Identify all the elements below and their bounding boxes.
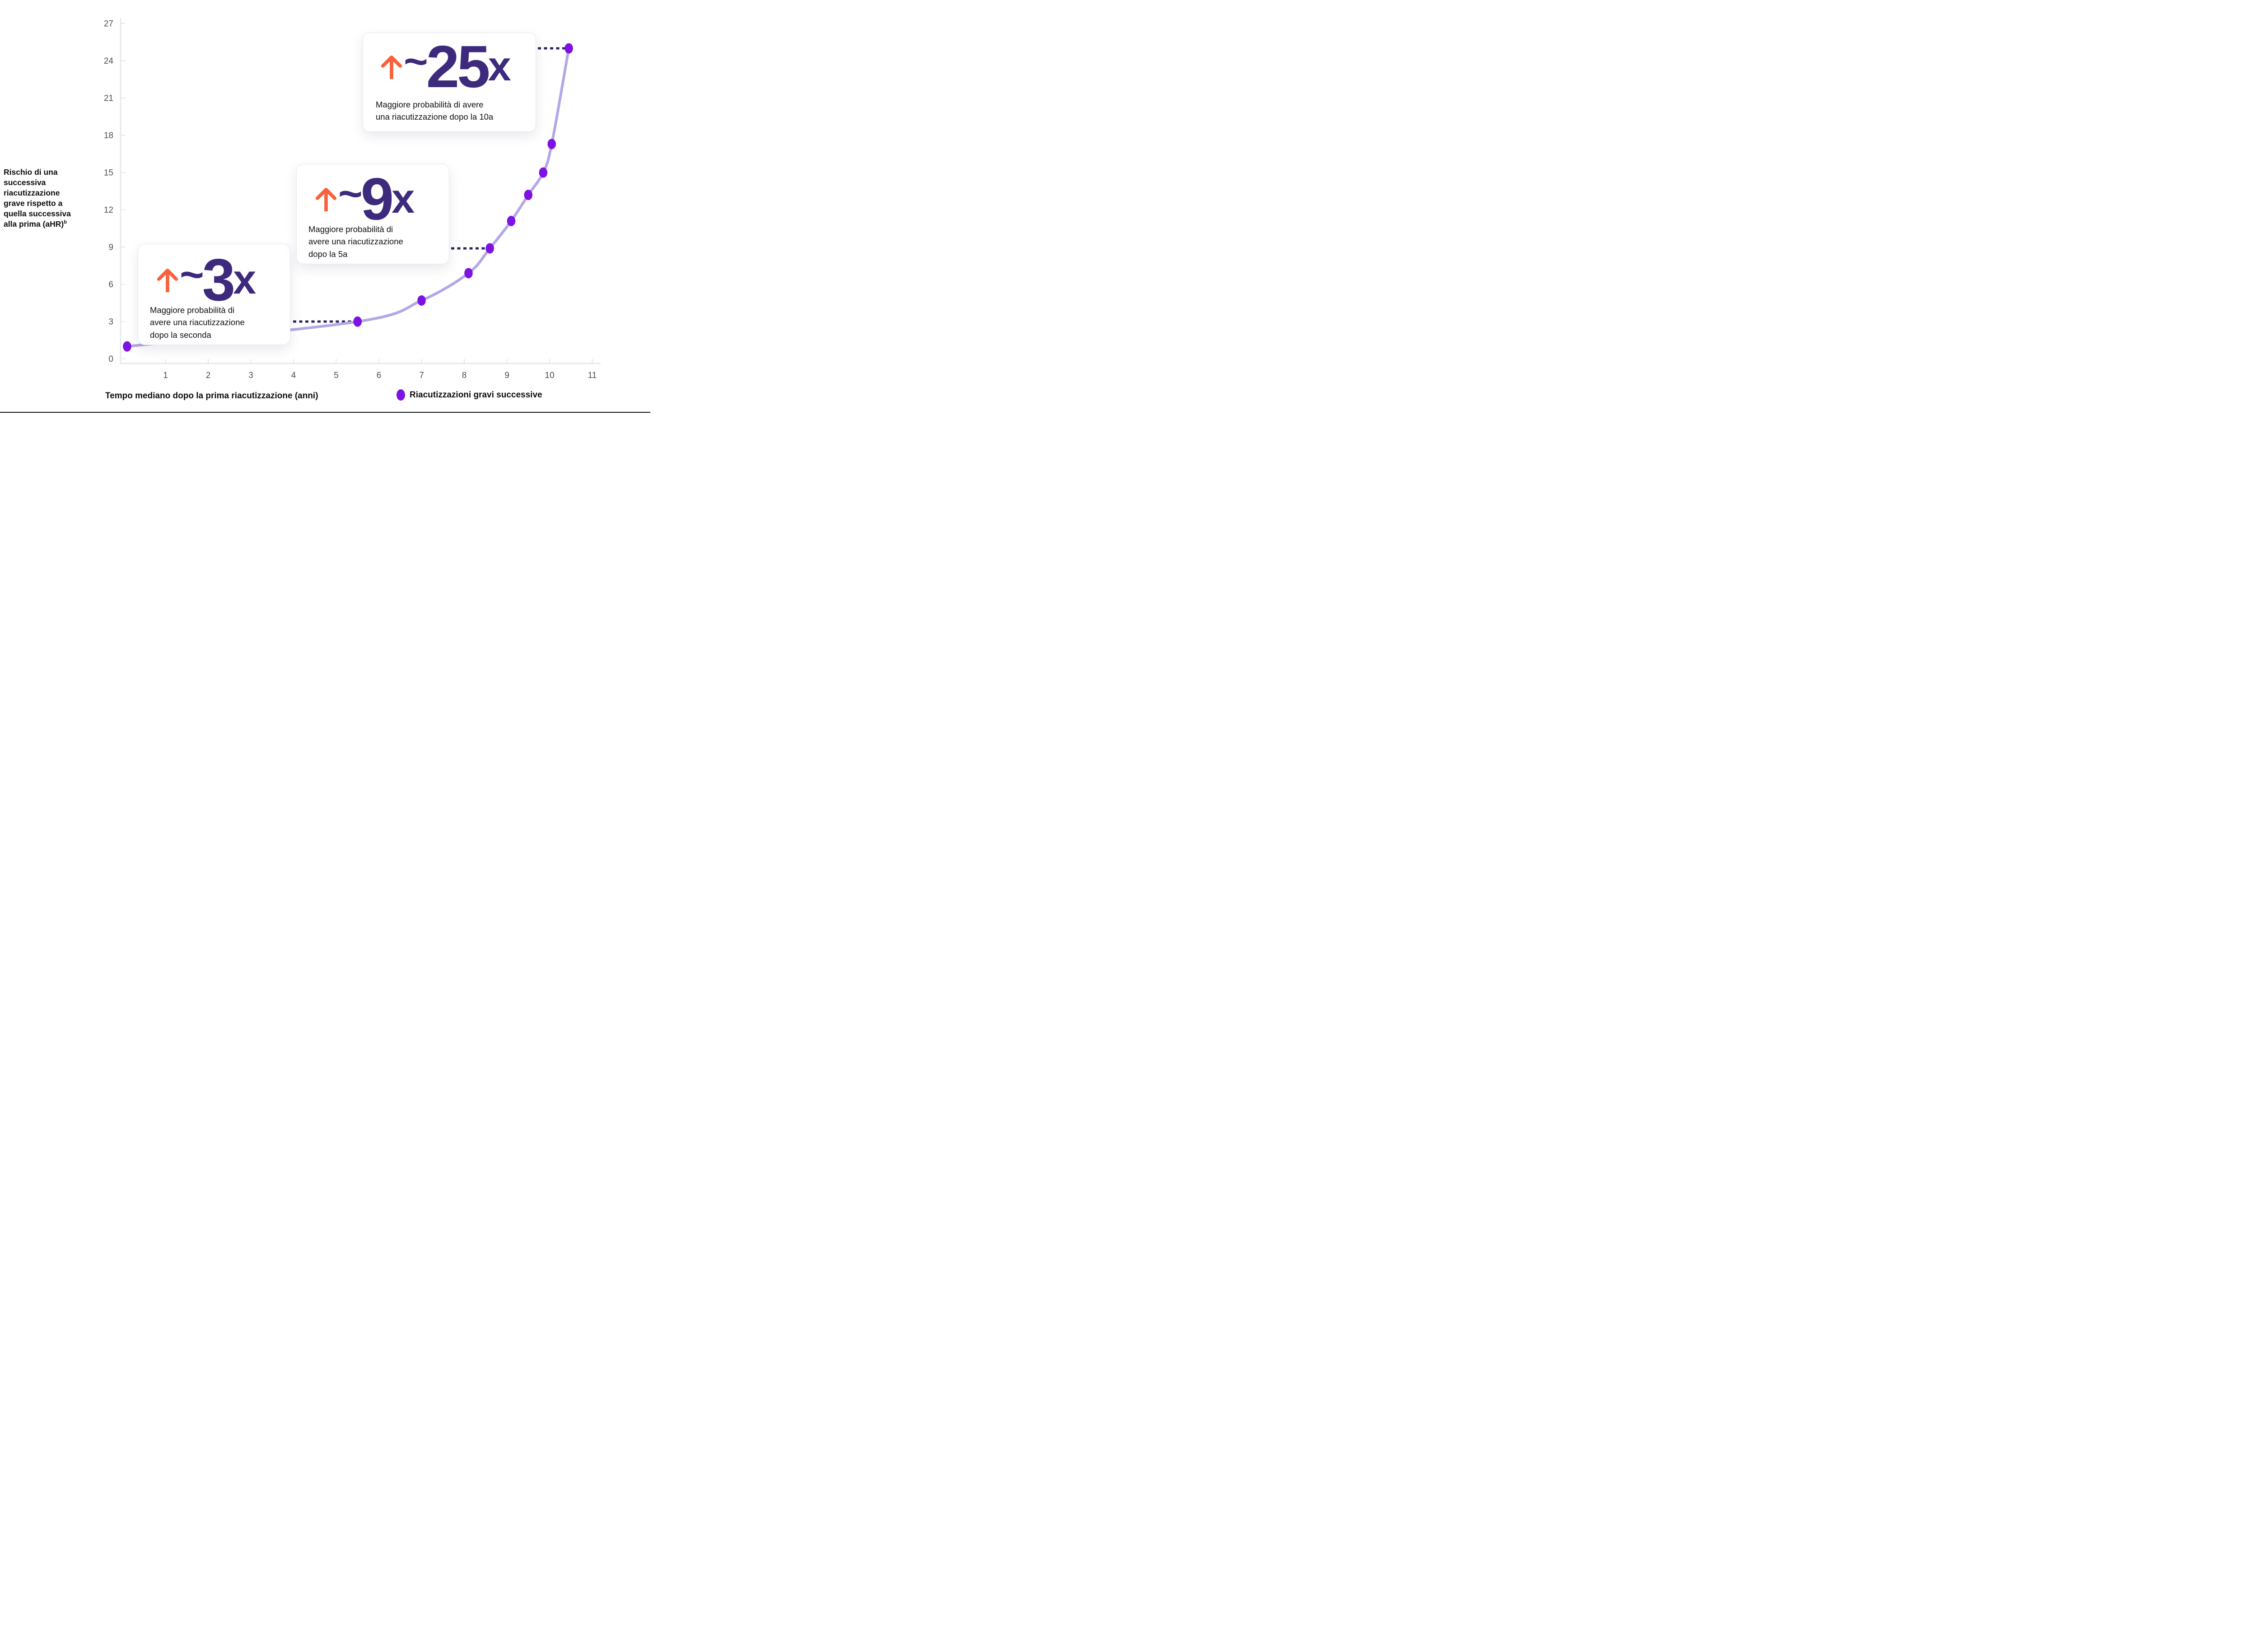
- multiplier-x: x: [488, 43, 511, 89]
- data-point: [123, 341, 131, 352]
- y-tick-label: 12: [104, 205, 113, 215]
- bottom-border: [0, 411, 650, 413]
- callout-25x-text: Maggiore probabilità di avere una riacut…: [376, 99, 494, 122]
- data-point: [524, 190, 533, 201]
- chart-canvas: 0 3 6 9 12 15 18 21 24 27 1 2 3 4 5 6 7 8 9 10 11 Rischio di…: [0, 0, 650, 413]
- y-tick-label: 24: [104, 56, 114, 66]
- data-point: [464, 268, 473, 279]
- y-axis-title: Rischio di una successiva riacutizzazion…: [4, 167, 94, 230]
- x-tick-label: 3: [248, 371, 253, 380]
- up-arrow-icon: [315, 187, 337, 211]
- y-tick-label: 9: [108, 243, 113, 252]
- multiplier-value: 9: [360, 166, 394, 232]
- y-tick-label: 18: [104, 131, 113, 140]
- multiplier-value: 25: [426, 33, 490, 100]
- y-axis-title-line: Rischio di una: [4, 168, 58, 177]
- callout-3x: ~ 3 x Maggiore probabilità di avere una …: [138, 244, 290, 345]
- data-point: [547, 139, 556, 149]
- legend-label: Riacutizzazioni gravi successive: [410, 390, 542, 400]
- x-tick-label: 5: [334, 371, 339, 380]
- y-axis-title-line: riacutizzazione: [4, 188, 60, 198]
- up-arrow-icon: [157, 268, 178, 292]
- legend: Riacutizzazioni gravi successive: [397, 389, 542, 401]
- multiplier-x: x: [233, 257, 256, 303]
- callout-9x-text: Maggiore probabilità di avere una riacut…: [308, 224, 403, 259]
- data-point: [353, 316, 362, 327]
- footnote-marker: b: [64, 219, 67, 225]
- x-tick-label: 10: [545, 371, 554, 380]
- x-tick-label: 8: [462, 371, 467, 380]
- data-point: [417, 295, 426, 306]
- multiplier-x: x: [392, 176, 415, 222]
- x-tick-label: 2: [206, 371, 211, 380]
- up-arrow-icon: [381, 55, 402, 79]
- data-point: [485, 243, 494, 254]
- y-tick-label: 0: [108, 355, 113, 364]
- data-point: [507, 215, 516, 226]
- x-tick-label: 7: [419, 371, 424, 380]
- callout-25x-headline: ~ 25 x: [379, 33, 525, 100]
- multiplier-value: 3: [202, 247, 235, 313]
- x-tick-label: 9: [504, 371, 509, 380]
- callout-25x: ~ 25 x Maggiore probabilità di avere una…: [363, 33, 536, 132]
- x-tick-label: 11: [588, 371, 597, 380]
- callout-3x-headline: ~ 3 x: [155, 247, 279, 313]
- callout-9x: ~ 9 x Maggiore probabilità di avere una …: [296, 164, 449, 264]
- x-tick-label: 1: [163, 371, 168, 380]
- y-tick-label: 21: [104, 94, 113, 103]
- callout-3x-text: Maggiore probabilità di avere una riacut…: [150, 305, 245, 340]
- data-point: [564, 43, 573, 54]
- y-tick-label: 27: [104, 19, 113, 29]
- y-tick-label: 3: [108, 317, 113, 327]
- data-point: [539, 167, 548, 178]
- callout-9x-headline: ~ 9 x: [314, 166, 438, 232]
- x-tick-label: 6: [377, 371, 382, 380]
- x-axis-label: Tempo mediano dopo la prima riacutizzazi…: [105, 391, 318, 401]
- dot-marker-icon: [397, 389, 405, 401]
- y-axis-title-line: grave rispetto a: [4, 199, 63, 208]
- y-axis-title-line: successiva: [4, 178, 46, 187]
- y-axis-title-line: alla prima (aHR)b: [4, 219, 67, 229]
- y-tick-label: 6: [108, 280, 113, 289]
- y-tick-label: 15: [104, 168, 113, 178]
- y-axis-title-line: quella successiva: [4, 209, 71, 219]
- x-tick-label: 4: [291, 371, 296, 380]
